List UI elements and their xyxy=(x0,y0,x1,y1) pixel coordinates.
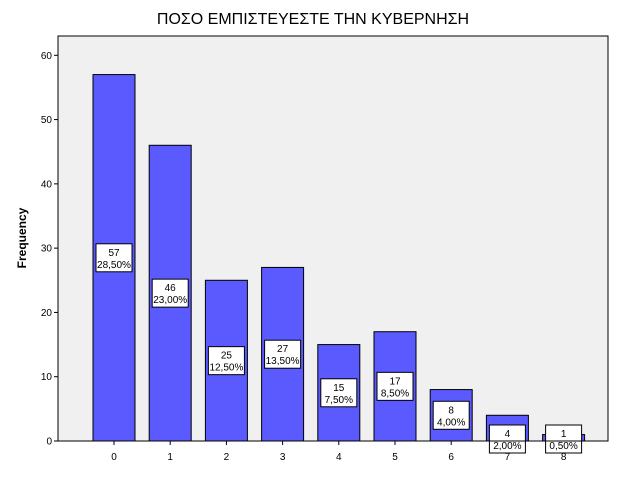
data-label-count: 1 xyxy=(561,429,567,440)
data-label-box xyxy=(432,400,470,430)
data-label-count: 25 xyxy=(221,351,233,362)
y-tick-label: 40 xyxy=(41,179,53,190)
data-label-count: 46 xyxy=(165,283,177,294)
data-label-box xyxy=(488,424,526,454)
data-label-percent: 13,50% xyxy=(266,356,300,367)
data-label-count: 27 xyxy=(277,344,289,355)
data-label-box xyxy=(376,371,414,401)
x-tick-label: 3 xyxy=(280,452,286,463)
y-axis-label: Frequency xyxy=(15,207,29,268)
x-tick-label: 7 xyxy=(505,452,511,463)
data-label-percent: 23,00% xyxy=(153,295,187,306)
data-label-percent: 8,50% xyxy=(381,388,409,399)
x-tick-label: 8 xyxy=(561,452,567,463)
data-label-box xyxy=(320,378,358,408)
y-tick-label: 30 xyxy=(41,244,53,255)
data-label-percent: 4,00% xyxy=(437,417,465,428)
data-label-count: 15 xyxy=(333,383,345,394)
x-tick-label: 4 xyxy=(336,452,342,463)
data-label-percent: 0,50% xyxy=(549,441,577,452)
x-tick-label: 6 xyxy=(448,452,454,463)
data-label-count: 17 xyxy=(389,376,401,387)
data-label-percent: 12,50% xyxy=(209,363,243,374)
data-label-box xyxy=(95,243,133,273)
data-label-count: 4 xyxy=(505,429,511,440)
y-tick-label: 10 xyxy=(41,372,53,383)
chart-title: ΠΟΣΟ ΕΜΠΙΣΤΕΥΕΣΤΕ ΤΗΝ ΚΥΒΕΡΝΗΣΗ xyxy=(156,11,470,28)
data-label-count: 8 xyxy=(448,405,454,416)
y-tick-label: 60 xyxy=(41,51,53,62)
data-label-box xyxy=(545,424,583,454)
x-tick-label: 0 xyxy=(111,452,117,463)
data-label-percent: 2,00% xyxy=(493,441,521,452)
x-tick-label: 5 xyxy=(392,452,398,463)
data-label-box xyxy=(207,346,245,376)
data-label-box xyxy=(264,339,302,369)
y-tick-label: 50 xyxy=(41,115,53,126)
x-tick-label: 1 xyxy=(167,452,173,463)
data-label-count: 57 xyxy=(108,248,120,259)
y-tick-label: 0 xyxy=(46,437,52,448)
x-tick-label: 2 xyxy=(224,452,230,463)
data-label-box xyxy=(151,278,189,308)
data-label-percent: 7,50% xyxy=(325,395,353,406)
data-label-percent: 28,50% xyxy=(97,260,131,271)
y-tick-label: 20 xyxy=(41,308,53,319)
